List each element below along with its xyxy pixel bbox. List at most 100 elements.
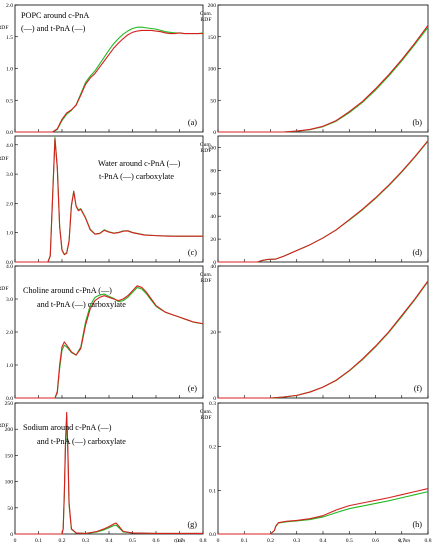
x-tick-label: 0.2 bbox=[59, 538, 66, 544]
y-tick-label: 200 bbox=[208, 3, 217, 9]
x-tick-label: 0.7 bbox=[176, 538, 183, 544]
panel-label: (c) bbox=[188, 248, 197, 257]
y-axis-label-part: Cum. bbox=[200, 272, 213, 278]
y-tick-label: 50 bbox=[210, 98, 216, 104]
y-tick-label: 40 bbox=[210, 264, 216, 270]
y-tick-label: 0.1 bbox=[209, 488, 216, 494]
y-tick-label: 1.0 bbox=[6, 363, 13, 369]
panel-a: 0.0 0.5 1.0 1.5 2.0 RDF (a) POPC around c-PnA (—… bbox=[0, 3, 204, 136]
annotation-line-2: and t-PnA (—) carboxylate bbox=[37, 437, 126, 446]
y-tick-label: 80 bbox=[210, 168, 216, 174]
annotation-line-1: Sodium around c-PnA (—) bbox=[23, 423, 112, 432]
y-tick-label: 20 bbox=[210, 237, 216, 243]
x-tick-label: 0.1 bbox=[35, 538, 42, 544]
series-line-trans bbox=[218, 140, 429, 263]
y-tick-label: 1.0 bbox=[6, 231, 13, 237]
x-tick-label: 0.3 bbox=[82, 538, 89, 544]
y-axis-label: Cum. RDF bbox=[200, 272, 213, 284]
y-tick-label: 3.0 bbox=[6, 297, 13, 303]
x-tick-label: 0.2 bbox=[267, 538, 274, 544]
y-tick-label: 0.0 bbox=[6, 396, 13, 402]
x-tick-label: 0.7 bbox=[398, 538, 405, 544]
panel-frame bbox=[217, 4, 429, 133]
panel-c: 0.0 1.0 2.0 3.0 4.0 RDF (c) Water around c-PnA … bbox=[0, 135, 204, 266]
y-tick-label: 0.2 bbox=[209, 445, 216, 451]
annotation-line-1: POPC around c-PnA bbox=[21, 11, 89, 20]
y-tick-label: 0.3 bbox=[209, 401, 216, 407]
y-tick-label: 100 bbox=[208, 145, 217, 151]
y-axis-label-part: RDF bbox=[201, 415, 212, 421]
annotation-line-2: t-PnA (—) carboxylate bbox=[99, 172, 174, 181]
series-line-cis bbox=[218, 488, 429, 535]
x-tick-label: 0.8 bbox=[200, 538, 207, 544]
panel-label: (b) bbox=[412, 118, 422, 127]
x-tick-label: 0.5 bbox=[129, 538, 136, 544]
panel-label: (f) bbox=[414, 384, 422, 393]
x-tick-label: 0.3 bbox=[293, 538, 300, 544]
y-axis-label: RDF bbox=[0, 156, 8, 162]
y-axis-label: Cum. RDF bbox=[200, 142, 213, 154]
series-line-trans bbox=[218, 281, 429, 399]
panel-e: 0.0 1.0 2.0 3.0 4.0 RDF (e) Choline around c-Pn… bbox=[0, 264, 204, 402]
series-line-cis bbox=[218, 24, 429, 133]
x-tick-label: 0.6 bbox=[153, 538, 160, 544]
x-tick-label: 0.4 bbox=[320, 538, 327, 544]
y-axis-label-part: RDF bbox=[201, 17, 212, 23]
y-axis-label: RDF bbox=[0, 25, 8, 31]
y-tick-label: 3.0 bbox=[6, 172, 13, 178]
y-axis-label-part: Cum. bbox=[200, 409, 213, 415]
panel-g: 0 50 100 150 200 250 RDF 0 0.1 0.2 0.3 0.4 0.5 0.6 0.7… bbox=[0, 401, 207, 544]
y-axis-label-part: RDF bbox=[201, 278, 212, 284]
y-tick-label: 2.0 bbox=[6, 330, 13, 336]
y-tick-label: 20 bbox=[210, 330, 216, 336]
y-tick-label: 60 bbox=[210, 191, 216, 197]
y-tick-label: 100 bbox=[208, 67, 217, 73]
x-tick-label: 0.5 bbox=[346, 538, 353, 544]
series-line-trans bbox=[15, 417, 203, 535]
x-tick-label: 0.4 bbox=[106, 538, 113, 544]
panel-f: 0 20 40 Cum. RDF (f) bbox=[200, 264, 429, 402]
annotation-line-1: Water around c-PnA (—) bbox=[98, 159, 181, 168]
series-line-cis bbox=[218, 140, 429, 263]
series-line-cis bbox=[15, 138, 203, 263]
panel-frame bbox=[217, 265, 429, 399]
series-line-trans bbox=[218, 26, 429, 133]
panel-label: (e) bbox=[188, 384, 197, 393]
panel-label: (d) bbox=[412, 248, 422, 257]
annotation-line-2: (—) and t-PnA (—) bbox=[21, 24, 86, 33]
y-tick-label: 0 bbox=[213, 260, 216, 266]
y-tick-label: 4.0 bbox=[6, 264, 13, 270]
x-tick-label: 0.8 bbox=[425, 538, 432, 544]
series-line-cis bbox=[218, 280, 429, 399]
y-tick-label: 4.0 bbox=[6, 143, 13, 149]
y-tick-label: 1.0 bbox=[6, 67, 13, 73]
series-line-cis bbox=[15, 285, 204, 399]
y-tick-label: 100 bbox=[5, 480, 14, 486]
y-axis-label-part: RDF bbox=[201, 148, 212, 154]
series-line-trans bbox=[15, 136, 203, 263]
x-tick-label: 0.1 bbox=[241, 538, 248, 544]
panel-label: (h) bbox=[412, 520, 422, 529]
y-tick-label: 0 bbox=[213, 396, 216, 402]
y-tick-label: 2.0 bbox=[6, 3, 13, 9]
x-tick-label: 0 bbox=[217, 538, 220, 544]
y-tick-label: 1.5 bbox=[6, 35, 13, 41]
panel-label: (g) bbox=[187, 520, 197, 529]
y-tick-label: 2.0 bbox=[6, 201, 13, 207]
y-tick-label: 40 bbox=[210, 214, 216, 220]
x-tick-label: 0 bbox=[14, 538, 17, 544]
y-axis-label: Cum. RDF bbox=[200, 409, 213, 421]
y-axis-label-part: Cum. bbox=[200, 142, 213, 148]
x-axis-label: r, nm bbox=[174, 538, 185, 544]
panel-h: 0.0 0.1 0.2 0.3 Cum. RDF 0 0.1 0.2 0.3 0.4 0.5 0.6 0.… bbox=[200, 401, 432, 544]
y-axis-label: RDF bbox=[0, 423, 8, 429]
panel-frame bbox=[217, 135, 429, 263]
series-line-trans bbox=[15, 26, 204, 133]
y-tick-label: 0.0 bbox=[209, 532, 216, 538]
y-tick-label: 0 bbox=[10, 532, 13, 538]
y-tick-label: 50 bbox=[7, 506, 13, 512]
y-tick-label: 0.0 bbox=[6, 130, 13, 136]
y-tick-label: 0.0 bbox=[6, 260, 13, 266]
